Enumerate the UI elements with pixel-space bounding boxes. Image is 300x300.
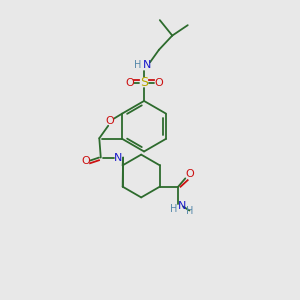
Text: H: H <box>186 206 193 216</box>
Text: N: N <box>114 153 122 163</box>
Text: N: N <box>143 60 152 70</box>
Text: H: H <box>170 204 178 214</box>
Text: O: O <box>105 116 114 126</box>
Text: O: O <box>81 156 90 166</box>
Text: O: O <box>185 169 194 179</box>
Text: O: O <box>154 77 163 88</box>
Text: S: S <box>140 76 148 89</box>
Text: H: H <box>134 60 141 70</box>
Text: N: N <box>178 201 186 211</box>
Text: O: O <box>125 77 134 88</box>
